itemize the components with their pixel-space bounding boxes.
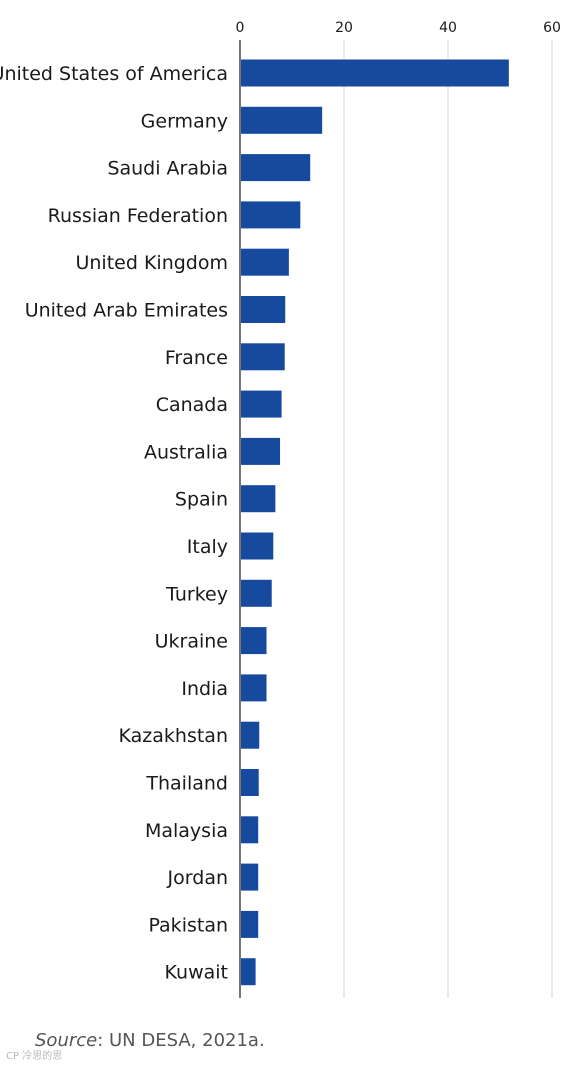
source-label: Source bbox=[35, 1030, 98, 1051]
category-label: Saudi Arabia bbox=[107, 158, 228, 180]
category-label: United Arab Emirates bbox=[25, 300, 228, 322]
x-tick-label: 0 bbox=[236, 20, 245, 36]
category-label: Germany bbox=[141, 110, 228, 132]
bar bbox=[241, 59, 509, 87]
x-tick-label: 20 bbox=[335, 20, 353, 36]
bar bbox=[241, 343, 285, 371]
bar bbox=[241, 106, 323, 134]
category-label: Jordan bbox=[167, 867, 228, 889]
category-label: Spain bbox=[175, 489, 228, 511]
category-label: Kazakhstan bbox=[119, 725, 228, 747]
category-label: Thailand bbox=[145, 773, 228, 795]
category-label: Kuwait bbox=[165, 962, 228, 984]
category-label: United States of America bbox=[0, 63, 228, 85]
bar bbox=[241, 154, 311, 182]
bar bbox=[241, 863, 259, 891]
bar bbox=[241, 532, 274, 560]
source-note: Source: UN DESA, 2021a. bbox=[35, 1030, 265, 1051]
category-label: Pakistan bbox=[148, 914, 228, 936]
category-label: Canada bbox=[156, 394, 228, 416]
x-axis-ticks: 0 20 40 60 bbox=[236, 20, 561, 36]
category-labels: United States of America Germany Saudi Ara… bbox=[0, 63, 228, 984]
bar bbox=[241, 390, 282, 418]
bar bbox=[241, 674, 267, 702]
bar bbox=[241, 769, 259, 796]
bar bbox=[241, 816, 259, 844]
bar bbox=[241, 485, 276, 513]
category-label: Russian Federation bbox=[48, 205, 228, 227]
watermark: CP 冷思的思 bbox=[6, 1051, 63, 1062]
category-label: Ukraine bbox=[155, 631, 228, 653]
bar-chart: United States of America Germany Saudi Ara… bbox=[0, 20, 561, 998]
bar bbox=[241, 437, 281, 465]
x-tick-label: 60 bbox=[543, 20, 561, 36]
category-label: Malaysia bbox=[145, 820, 228, 842]
bar bbox=[241, 910, 259, 938]
category-label: Italy bbox=[187, 536, 228, 558]
bar bbox=[241, 721, 260, 749]
category-label: United Kingdom bbox=[75, 252, 228, 274]
bar bbox=[241, 627, 267, 655]
category-label: Australia bbox=[144, 441, 228, 463]
gridlines bbox=[343, 40, 553, 998]
source-text: : UN DESA, 2021a. bbox=[97, 1030, 265, 1051]
bars bbox=[241, 59, 509, 986]
bar bbox=[241, 296, 286, 323]
category-label: India bbox=[181, 678, 228, 700]
category-label: France bbox=[165, 347, 228, 369]
x-tick-label: 40 bbox=[439, 20, 457, 36]
bar bbox=[241, 579, 272, 607]
bar bbox=[241, 201, 301, 229]
category-label: Turkey bbox=[165, 583, 228, 605]
bar bbox=[241, 248, 289, 276]
bar bbox=[241, 958, 256, 986]
